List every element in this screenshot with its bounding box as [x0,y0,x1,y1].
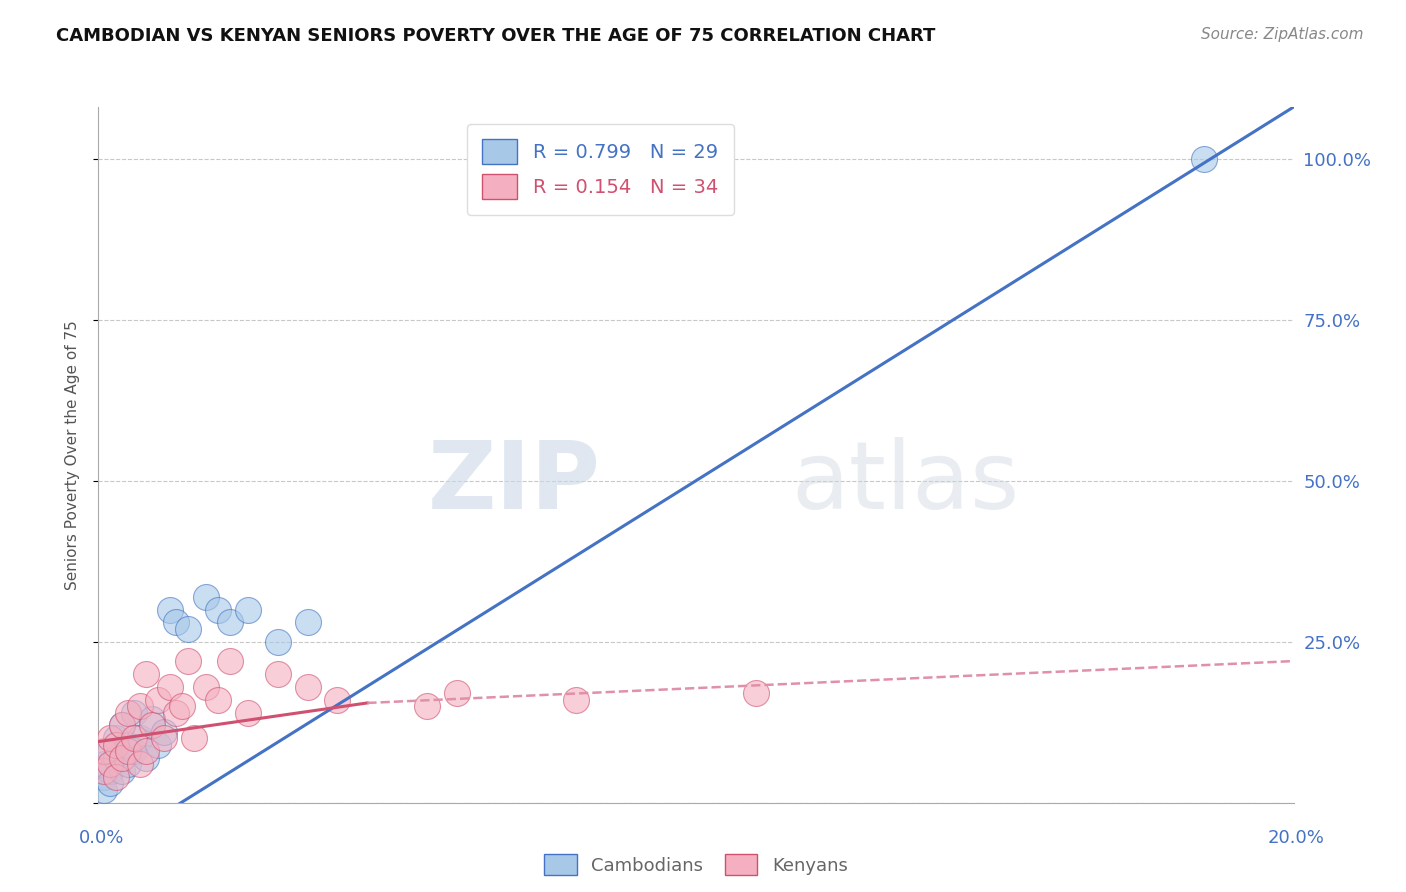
Text: 20.0%: 20.0% [1268,829,1324,847]
Point [100,764,122,778]
Point [111,764,134,778]
Point [93,764,115,778]
Point [172,699,194,714]
Point [135,750,157,764]
Point [195,680,218,694]
Point [195,590,218,604]
Point [153,731,176,746]
Point [1192,152,1215,166]
Point [129,757,152,772]
Text: CAMBODIAN VS KENYAN SENIORS POVERTY OVER THE AGE OF 75 CORRELATION CHART: CAMBODIAN VS KENYAN SENIORS POVERTY OVER… [56,27,935,45]
Point [100,757,122,772]
Point [177,622,200,636]
Point [148,738,170,752]
Point [565,692,588,706]
Point [183,731,205,746]
Point [326,692,349,706]
Text: 0.0%: 0.0% [79,829,124,847]
Text: Source: ZipAtlas.com: Source: ZipAtlas.com [1201,27,1364,42]
Point [100,776,122,790]
Point [93,783,115,797]
Point [117,706,139,720]
Point [219,615,242,630]
Point [267,634,290,648]
Point [159,602,181,616]
Text: ZIP: ZIP [427,437,600,529]
Point [236,706,259,720]
Point [100,731,122,746]
Point [105,770,128,784]
Point [124,706,146,720]
Point [135,667,157,681]
Point [111,750,134,764]
Point [100,744,122,758]
Point [159,680,181,694]
Point [105,738,128,752]
Legend: Cambodians, Kenyans: Cambodians, Kenyans [536,846,856,884]
Point [129,731,152,746]
Point [207,692,229,706]
Point [93,744,115,758]
Point [124,744,146,758]
Point [124,731,146,746]
Point [141,712,163,726]
Point [177,654,200,668]
Y-axis label: Seniors Poverty Over the Age of 75: Seniors Poverty Over the Age of 75 [65,320,80,590]
Point [236,602,259,616]
Point [207,602,229,616]
Point [267,667,290,681]
Point [111,718,134,732]
Point [219,654,242,668]
Point [297,680,319,694]
Point [165,615,187,630]
Point [148,692,170,706]
Point [446,686,468,700]
Point [93,770,115,784]
Point [111,718,134,732]
Point [416,699,439,714]
Text: atlas: atlas [792,437,1019,529]
Point [117,757,139,772]
Point [117,738,139,752]
Point [105,750,128,764]
Point [129,699,152,714]
Point [297,615,319,630]
Point [745,686,768,700]
Point [153,725,176,739]
Point [135,744,157,758]
Point [165,706,187,720]
Point [93,757,115,772]
Point [117,744,139,758]
Point [105,731,128,746]
Point [141,718,163,732]
